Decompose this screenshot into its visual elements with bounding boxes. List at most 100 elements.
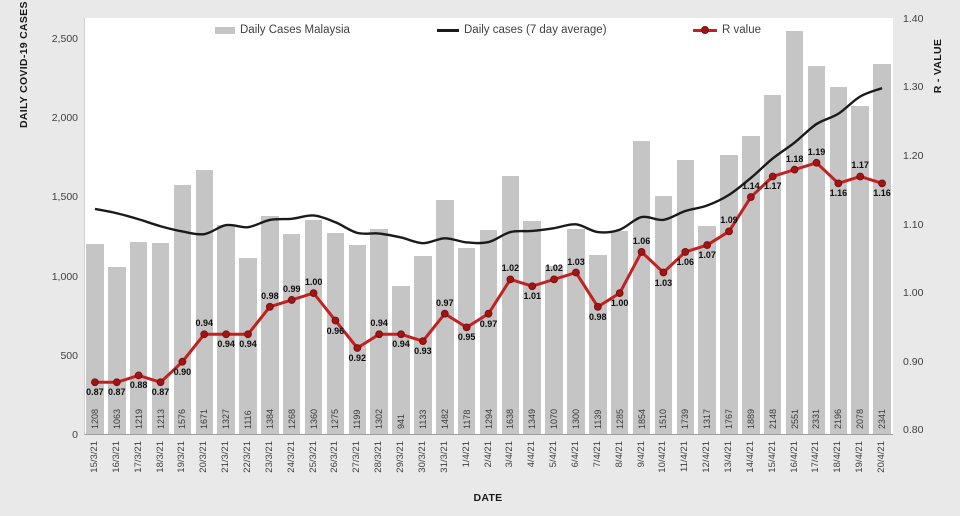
r-value-label: 0.98 [261, 290, 279, 301]
r-value-label: 1.16 [873, 188, 891, 199]
r-value-label: 1.06 [632, 235, 651, 246]
y-left-tick-label: 0 [72, 429, 78, 441]
x-axis-date-label: 17/4/21 [810, 441, 822, 473]
r-line-swatch-icon [693, 26, 717, 34]
bar-value-label: 1360 [308, 408, 319, 429]
legend-label-r-value: R value [722, 24, 761, 36]
x-axis-date-label: 6/4/21 [569, 441, 581, 468]
bar-value-label: 1384 [264, 408, 275, 429]
bar-value-label: 1482 [439, 408, 450, 429]
y-right-tick-label: 1.00 [903, 287, 924, 300]
y-right-tick-label: 1.10 [903, 218, 924, 231]
r-value-label: 0.99 [282, 283, 301, 294]
bar-value-label: 1302 [374, 408, 385, 429]
bar-value-label: 1510 [658, 408, 669, 429]
bar-value-label: 1317 [702, 408, 713, 429]
daily-cases-bar [851, 105, 869, 434]
x-axis-date-label: 21/3/21 [220, 441, 232, 473]
bar-value-label: 1070 [549, 408, 560, 429]
legend-item-7day-average: Daily cases (7 day average) [437, 22, 607, 38]
r-value-label: 1.01 [523, 291, 541, 302]
legend: Daily Cases Malaysia Daily cases (7 day … [0, 22, 960, 38]
bar-value-label: 1300 [570, 408, 581, 429]
x-axis-date-label: 16/3/21 [110, 441, 122, 473]
y-left-tick-label: 2,500 [51, 33, 78, 45]
bar-value-label: 1116 [242, 410, 253, 429]
r-value-label: 1.03 [654, 277, 673, 288]
r-value-label: 1.00 [304, 277, 323, 288]
r-marker-dot-icon [701, 26, 709, 34]
x-axis-title: DATE [473, 492, 503, 504]
bar-value-label: 1294 [483, 408, 494, 429]
x-axis-date-label: 31/3/21 [438, 441, 450, 473]
r-value-label: 0.94 [217, 339, 235, 350]
line-swatch-icon [437, 28, 459, 32]
x-axis-date-label: 18/4/21 [832, 441, 844, 473]
r-value-label: 1.00 [610, 298, 629, 309]
x-axis-date-label: 26/3/21 [329, 441, 341, 473]
daily-cases-bar [785, 30, 804, 434]
r-value-label: 0.94 [195, 318, 214, 329]
x-axis-date-label: 10/4/21 [657, 441, 669, 473]
legend-item-r-value: R value [693, 22, 761, 38]
r-value-label: 0.94 [392, 339, 410, 350]
x-axis-date-label: 12/4/21 [701, 441, 713, 473]
x-axis-date-label: 23/3/21 [263, 441, 275, 473]
bar-value-label: 1638 [505, 408, 516, 429]
x-axis-date-label: 29/3/21 [395, 441, 407, 473]
x-axis-date-label: 13/4/21 [723, 441, 734, 473]
bar-value-label: 2196 [833, 408, 844, 429]
x-axis-date-label: 5/4/21 [548, 441, 560, 468]
daily-cases-bar [807, 65, 826, 434]
r-value-label: 0.88 [129, 380, 148, 391]
x-axis-date-label: 11/4/21 [679, 441, 691, 472]
x-axis-date-label: 1/4/21 [460, 441, 472, 468]
y-left-tick-label: 500 [60, 349, 78, 362]
x-axis-date-label: 15/3/21 [88, 441, 100, 473]
bar-value-label: 1275 [330, 408, 341, 429]
r-value-label: 0.90 [173, 366, 192, 377]
y-right-tick-label: 1.40 [903, 12, 924, 25]
legend-label-7day-average: Daily cases (7 day average) [464, 24, 607, 36]
x-axis-date-label: 18/3/21 [154, 441, 166, 473]
x-axis-date-label: 4/4/21 [526, 441, 538, 468]
r-value-label: 0.97 [436, 297, 454, 308]
r-value-label: 0.97 [479, 318, 498, 329]
x-axis-date-label: 19/3/21 [176, 441, 188, 473]
r-value-label: 1.09 [720, 215, 738, 226]
bar-value-label: 1349 [527, 408, 538, 429]
x-axis-date-label: 9/4/21 [635, 441, 647, 468]
bar-swatch-icon [215, 26, 235, 34]
r-value-label: 0.92 [348, 352, 367, 363]
bar-value-label: 1268 [286, 408, 297, 429]
y-right-tick-label: 1.30 [903, 81, 924, 94]
bar-value-label: 1739 [680, 408, 691, 429]
x-axis-date-label: 22/3/21 [241, 441, 253, 473]
x-axis-date-label: 7/4/21 [591, 441, 603, 468]
x-axis-date-label: 8/4/21 [613, 441, 625, 468]
y-right-tick-label: 0.90 [903, 355, 924, 368]
bar-value-label: 1139 [592, 409, 603, 429]
r-value-label: 1.02 [545, 263, 563, 274]
bar-value-label: 1178 [461, 409, 472, 429]
r-value-label: 0.87 [151, 387, 170, 398]
r-value-label: 0.94 [239, 339, 257, 350]
x-axis-date-label: 17/3/21 [132, 441, 144, 473]
r-value-label: 0.93 [414, 346, 432, 357]
x-axis-date-label: 15/4/21 [766, 441, 778, 473]
legend-item-daily-cases: Daily Cases Malaysia [215, 22, 350, 38]
bar-value-label: 1671 [199, 408, 210, 429]
bar-value-label: 2078 [855, 408, 866, 429]
bar-value-label: 1199 [352, 409, 363, 429]
r-value-label: 1.02 [501, 263, 520, 274]
legend-label-daily-cases: Daily Cases Malaysia [240, 24, 350, 36]
bar-value-label: 2331 [811, 408, 822, 429]
x-axis-date-label: 20/4/21 [876, 441, 888, 473]
x-axis-date-label: 30/3/21 [416, 441, 428, 473]
r-value-label: 1.17 [851, 160, 869, 171]
x-axis-date-label: 28/3/21 [373, 441, 385, 473]
r-value-label: 1.17 [763, 181, 782, 192]
y-left-tick-label: 1,000 [51, 270, 78, 283]
r-value-label: 1.14 [742, 181, 760, 192]
